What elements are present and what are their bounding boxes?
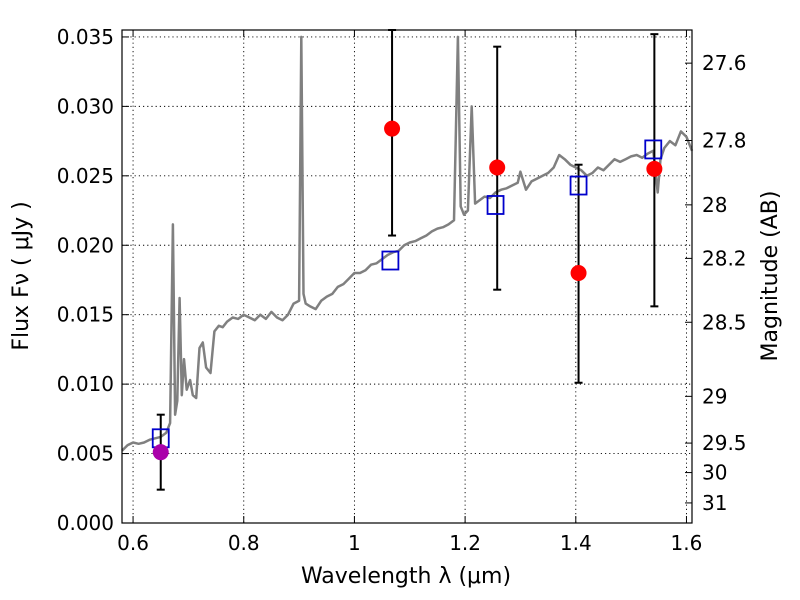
observed-circle-point	[489, 159, 506, 176]
y2-tick-label: 28.5	[702, 310, 747, 334]
y2-tick-label: 29	[702, 384, 727, 408]
x-tick-label: 1	[348, 531, 361, 555]
observed-circle-point	[384, 120, 401, 137]
axis-ticks: 0.6 0.8 1 1.2 1.4 1.6 0.000 0.005 0.010 0.015 0.02…	[57, 25, 747, 555]
observed-circle-point	[646, 160, 663, 177]
x-tick-label: 1.4	[560, 531, 592, 555]
x-tick-label: 1.2	[449, 531, 481, 555]
y2-tick-label: 28.2	[702, 246, 747, 270]
spectrum-line	[121, 35, 694, 452]
y2-tick-label: 31	[702, 491, 727, 515]
y-tick-label: 0.030	[57, 94, 114, 118]
y2-tick-label: 27.6	[702, 51, 747, 75]
model-photometry-points	[151, 139, 663, 449]
y-tick-label: 0.005	[57, 442, 114, 466]
y-tick-label: 0.015	[57, 303, 114, 327]
y-tick-label: 0.000	[57, 511, 114, 535]
y2-axis-title: Magnitude (AB)	[758, 191, 783, 362]
y-tick-label: 0.025	[57, 164, 114, 188]
x-tick-label: 0.8	[228, 531, 260, 555]
y2-tick-label: 29.5	[702, 431, 747, 455]
model-square-point	[381, 250, 400, 271]
observed-photometry-points	[152, 120, 663, 461]
plot-frame	[121, 29, 693, 524]
y-axis-title: Flux Fν ( μJy )	[9, 201, 34, 350]
x-tick-label: 0.6	[117, 531, 149, 555]
y2-tick-label: 27.8	[702, 129, 747, 153]
x-axis-title: Wavelength λ (μm)	[301, 564, 511, 589]
model-square-point	[569, 175, 588, 196]
model-square-point	[486, 195, 505, 215]
plot-background	[122, 30, 692, 523]
model-square-point	[644, 139, 663, 160]
x-tick-label: 1.6	[671, 531, 703, 555]
y2-tick-label: 28	[702, 193, 727, 217]
spectrum-layer	[121, 35, 694, 452]
y-tick-label: 0.010	[57, 372, 114, 396]
observed-circle-point	[152, 444, 169, 461]
y-tick-label: 0.035	[57, 25, 114, 49]
observed-circle-point	[570, 265, 587, 282]
y2-tick-label: 30	[702, 461, 727, 485]
y-tick-label: 0.020	[57, 233, 114, 257]
